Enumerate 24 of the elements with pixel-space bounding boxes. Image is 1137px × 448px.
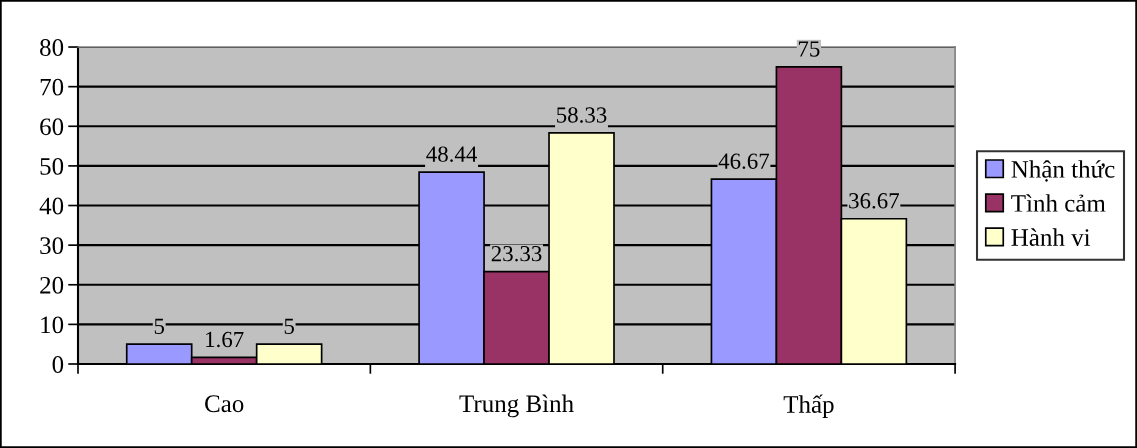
data-label: 36.67 <box>849 193 899 209</box>
legend-label: Nhận thức <box>1011 160 1115 182</box>
y-tick-label: 0 <box>52 356 64 373</box>
x-tick-label: Trung Bình <box>459 394 574 418</box>
legend-label: Tình cảm <box>1011 194 1106 212</box>
y-tick-label: 50 <box>40 157 64 175</box>
data-label: 46.67 <box>718 153 770 169</box>
data-label: 48.44 <box>426 146 477 162</box>
data-label: 5 <box>154 318 165 334</box>
y-tick-label: 60 <box>40 118 64 136</box>
data-label: 75 <box>798 41 820 57</box>
y-tick-label: 40 <box>39 197 64 215</box>
y-tick-label: 70 <box>40 78 64 96</box>
data-label: 1.67 <box>206 331 244 348</box>
data-label: 5 <box>284 318 294 334</box>
y-tick-label: 30 <box>40 237 64 255</box>
x-tick-label: Thấp <box>783 394 834 418</box>
legend-label: Hành vi <box>1011 228 1091 246</box>
y-tick-label: 10 <box>41 316 64 334</box>
x-tick-label: Cao <box>205 395 244 413</box>
y-tick-label: 20 <box>40 276 64 294</box>
y-tick-label: 80 <box>40 39 64 56</box>
data-label: 23.33 <box>491 245 542 262</box>
data-label: 58.33 <box>557 107 607 123</box>
